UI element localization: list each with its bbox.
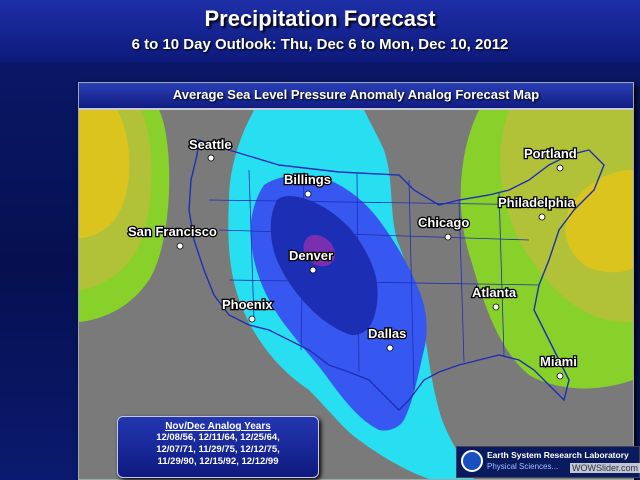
city-marker-chicago bbox=[444, 233, 452, 241]
analog-years-line-1: 12/08/56, 12/11/64, 12/25/64, bbox=[156, 432, 280, 443]
city-label-billings: Billings bbox=[284, 172, 331, 187]
map-title-bar: Average Sea Level Pressure Anomaly Analo… bbox=[79, 83, 633, 110]
low-core-region bbox=[303, 235, 335, 267]
page-subtitle: 6 to 10 Day Outlook: Thu, Dec 6 to Mon, … bbox=[131, 36, 509, 53]
city-label-atlanta: Atlanta bbox=[472, 285, 517, 300]
city-marker-phoenix bbox=[248, 315, 256, 323]
city-marker-billings bbox=[304, 190, 312, 198]
page-title: Precipitation Forecast bbox=[204, 6, 436, 31]
city-marker-seattle bbox=[207, 154, 215, 162]
map-title: Average Sea Level Pressure Anomaly Analo… bbox=[172, 87, 540, 102]
us-outline bbox=[188, 139, 605, 411]
city-label-philadelphia: Philadelphia bbox=[498, 195, 575, 210]
city-marker-dallas bbox=[386, 344, 394, 352]
east-high-core bbox=[565, 170, 633, 273]
city-marker-miami bbox=[556, 372, 564, 380]
header-banner: Precipitation Forecast 6 to 10 Day Outlo… bbox=[0, 0, 640, 62]
city-marker-portland bbox=[556, 164, 564, 172]
esrl-credit: Earth System Research Laboratory Physica… bbox=[456, 446, 640, 478]
analog-years-line-3: 11/29/90, 12/15/92, 12/12/99 bbox=[157, 456, 279, 467]
noaa-logo-icon bbox=[461, 450, 483, 472]
city-marker-atlanta bbox=[492, 303, 500, 311]
watermark: WOWSlider.com bbox=[570, 463, 640, 473]
esrl-name: Earth System Research Laboratory bbox=[487, 450, 629, 460]
state-lines bbox=[208, 169, 550, 391]
analog-years-box: Nov/Dec Analog Years 12/08/56, 12/11/64,… bbox=[117, 416, 319, 478]
city-marker-denver bbox=[309, 266, 317, 274]
city-label-denver: Denver bbox=[289, 248, 333, 263]
analog-years-title: Nov/Dec Analog Years bbox=[165, 421, 271, 432]
city-marker-philadelphia bbox=[538, 213, 546, 221]
west-high-core bbox=[79, 110, 130, 238]
city-label-seattle: Seattle bbox=[189, 137, 232, 152]
city-label-portland: Portland bbox=[524, 146, 577, 161]
city-label-dallas: Dallas bbox=[368, 326, 406, 341]
esrl-division: Physical Sciences... bbox=[487, 462, 559, 471]
city-label-miami: Miami bbox=[540, 354, 577, 369]
city-marker-san-francisco bbox=[176, 242, 184, 250]
analog-years-line-2: 12/07/71, 11/29/75, 12/12/75, bbox=[156, 444, 280, 455]
city-label-phoenix: Phoenix bbox=[222, 297, 273, 312]
city-label-san-francisco: San Francisco bbox=[128, 224, 217, 239]
city-label-chicago: Chicago bbox=[418, 215, 469, 230]
